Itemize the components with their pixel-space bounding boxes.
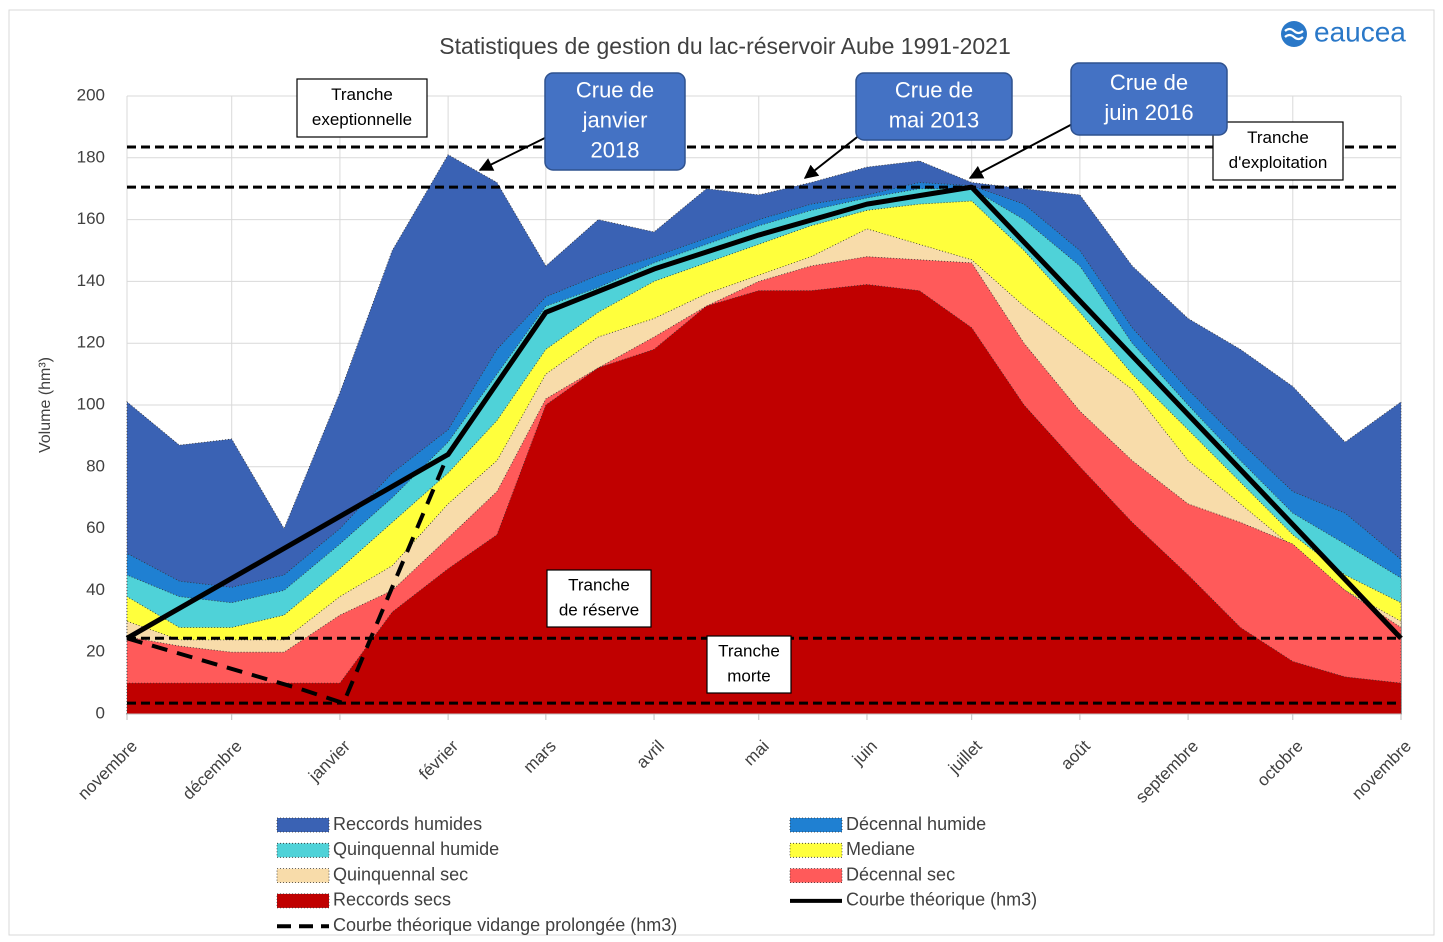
y-tick-label: 0 [96, 703, 105, 722]
zone-label: Tranche morte [706, 635, 792, 694]
legend-item: Quinquennal sec [276, 864, 468, 884]
callout-box [544, 72, 686, 171]
legend-label: Décennal humide [846, 814, 986, 834]
callout-text: Crue de [1110, 70, 1188, 95]
callout-text: janvier [582, 107, 648, 132]
y-tick-label: 160 [77, 209, 105, 228]
y-tick-label: 40 [86, 580, 105, 599]
legend-label: Reccords secs [333, 890, 451, 910]
y-tick-label: 60 [86, 518, 105, 537]
y-tick-label: 100 [77, 394, 105, 413]
logo-text: eaucea [1314, 16, 1406, 47]
zone-label: Tranche de réserve [546, 569, 652, 628]
zone-text: morte [727, 666, 770, 685]
legend-item: Décennal humide [789, 814, 986, 834]
legend-swatch [789, 842, 843, 858]
line [125, 184, 1403, 641]
y-tick-label: 140 [77, 271, 105, 290]
zone-box [546, 569, 652, 628]
legend-swatch [276, 817, 330, 833]
callout-box [855, 72, 1013, 141]
y-axis-label: Volume (hm³) [37, 357, 54, 453]
zone-text: Tranche [331, 85, 393, 104]
legend-item: Courbe théorique vidange prolongée (hm3) [277, 915, 677, 935]
zone-text: Tranche [568, 575, 630, 594]
legend-item: Reccords humides [276, 814, 482, 834]
area [126, 284, 1402, 715]
callout-text: juin 2016 [1103, 100, 1193, 125]
legend-item: Mediane [789, 839, 915, 859]
chart-title: Statistiques de gestion du lac-réservoir… [439, 33, 1011, 59]
legend-item: Quinquennal humide [276, 839, 499, 859]
legend-swatch [789, 817, 843, 833]
legend-item: Courbe théorique (hm3) [790, 890, 1037, 910]
zone-text: exeptionnelle [312, 110, 412, 129]
zone-box [1212, 121, 1344, 181]
zone-text: d'exploitation [1229, 153, 1328, 172]
logo-icon [1281, 21, 1307, 47]
callout: Crue de janvier 2018 [478, 72, 686, 171]
y-tick-label: 200 [77, 85, 105, 104]
callout-text: mai 2013 [889, 107, 980, 132]
callout: Crue de juin 2016 [968, 62, 1228, 179]
zone-box [296, 78, 428, 138]
zone-text: Tranche [718, 641, 780, 660]
zone-label: Tranche exeptionnelle [296, 78, 428, 138]
legend-label: Quinquennal humide [333, 839, 499, 859]
legend-label: Mediane [846, 839, 915, 859]
y-tick-label: 20 [86, 642, 105, 661]
legend-swatch [789, 868, 843, 883]
dashed-line [126, 453, 450, 706]
legend-label: Reccords humides [333, 814, 482, 834]
callout-text: Crue de [576, 77, 654, 102]
zone-text: Tranche [1247, 128, 1309, 147]
callout-box [1070, 62, 1228, 136]
logo-waves [1284, 27, 1304, 41]
legend-label: Décennal sec [846, 864, 955, 884]
callout: Crue de mai 2013 [803, 72, 1013, 179]
callout-text: Crue de [895, 77, 973, 102]
y-tick-label: 180 [77, 147, 105, 166]
zone-label: Tranche d'exploitation [1212, 121, 1344, 181]
legend-item: Reccords secs [276, 890, 451, 910]
legend-label: Courbe théorique vidange prolongée (hm3) [333, 915, 677, 935]
legend-swatch [276, 893, 330, 909]
y-tick-label: 80 [86, 456, 105, 475]
zone-text: de réserve [559, 600, 639, 619]
callout-text: 2018 [591, 137, 640, 162]
legend-label: Quinquennal sec [333, 864, 468, 884]
callout-arrow [478, 132, 556, 171]
y-tick-label: 120 [77, 333, 105, 352]
legend-item: Décennal sec [789, 864, 955, 884]
legend-label: Courbe théorique (hm3) [846, 890, 1037, 910]
legend-swatch [276, 868, 330, 883]
zone-box [706, 635, 792, 694]
logo: eaucea [1281, 16, 1406, 47]
legend-swatch [276, 842, 330, 858]
callout-arrow [968, 119, 1081, 179]
